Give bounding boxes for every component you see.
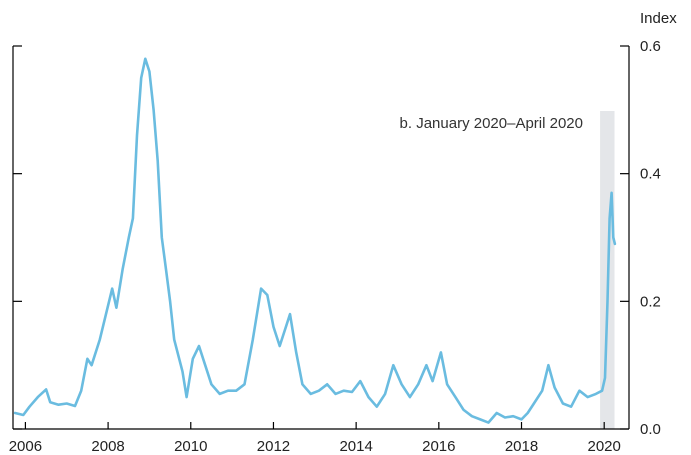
x-tick-label: 2006 — [9, 438, 42, 455]
series-line — [13, 57, 617, 424]
y-tick-marks — [13, 45, 629, 430]
x-tick-label: 2016 — [422, 438, 455, 455]
x-tick-label: 2010 — [174, 438, 207, 455]
x-tick-label: 2014 — [339, 438, 372, 455]
y-tick-label: 0.0 — [640, 421, 661, 438]
x-tick-label: 2020 — [588, 438, 621, 455]
annotation-text: b. January 2020–April 2020 — [400, 115, 583, 132]
x-tick-label: 2008 — [91, 438, 124, 455]
y-tick-label: 0.6 — [640, 38, 661, 55]
x-tick-marks — [24, 422, 605, 429]
y-tick-label: 0.4 — [640, 166, 661, 183]
y-tick-label: 0.2 — [640, 293, 661, 310]
y-tick-labels: 0.0 0.2 0.4 0.6 — [640, 38, 661, 438]
y-axis-unit-label: Index — [640, 10, 677, 27]
x-tick-labels: 2006 2008 2010 2012 2014 2016 2018 2020 — [9, 438, 621, 455]
x-tick-label: 2012 — [257, 438, 290, 455]
x-tick-label: 2018 — [505, 438, 538, 455]
